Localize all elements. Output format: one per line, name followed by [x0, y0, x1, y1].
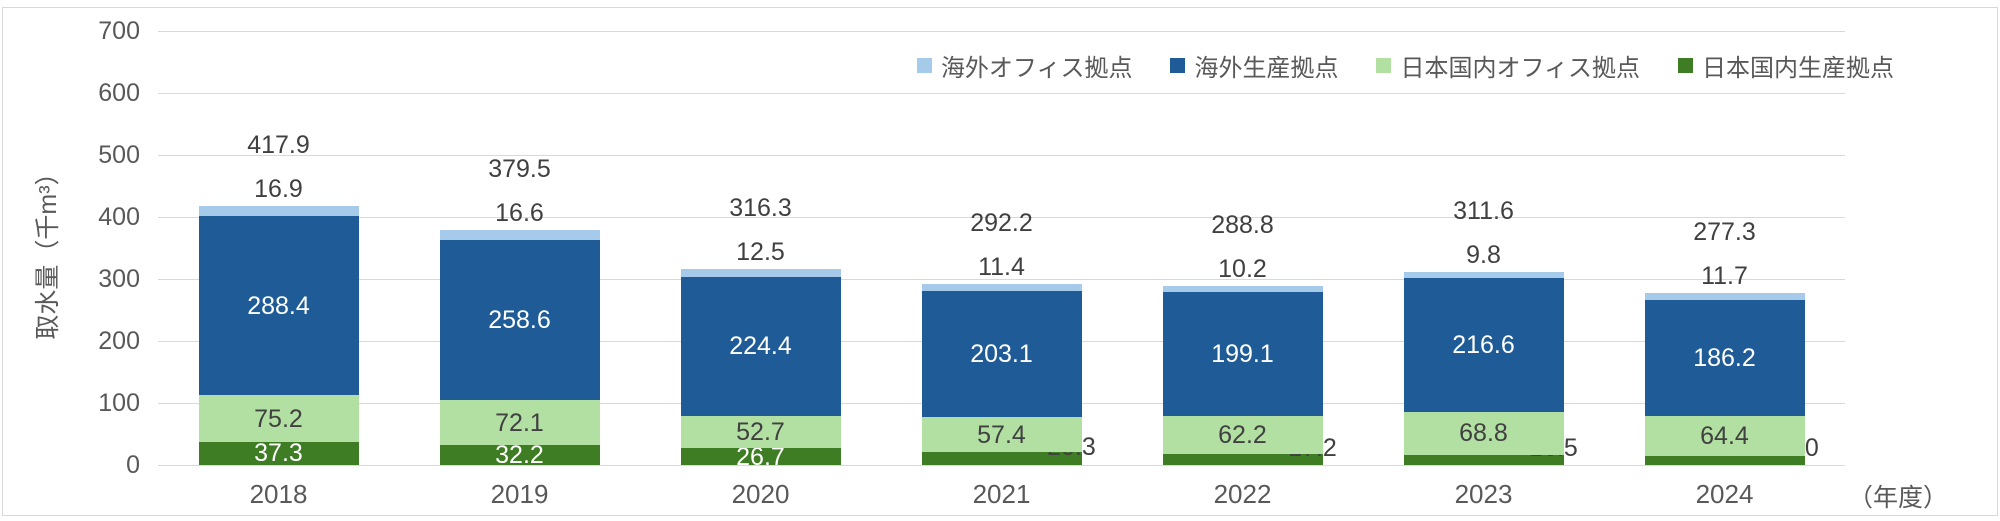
gridline [158, 465, 1845, 466]
gridline [158, 217, 1845, 218]
y-axis-title: 取水量（千m³） [34, 160, 62, 340]
bar-segment-label-domestic-production: 37.3 [254, 439, 303, 468]
y-tick-label: 500 [98, 141, 140, 169]
x-tick-label: 2021 [972, 479, 1031, 509]
bar-segment-label-overseas-production: 224.4 [729, 332, 792, 361]
bar-segment-overseas-office [1162, 286, 1323, 293]
bar-segment-overseas-production [198, 216, 359, 396]
y-tick-label: 400 [98, 203, 140, 231]
gridline [158, 31, 1845, 32]
gridline [158, 279, 1845, 280]
bar-segment-domestic-production [1403, 454, 1564, 465]
x-tick-label: 2018 [249, 479, 308, 509]
legend-swatch-overseas-production [1170, 58, 1186, 73]
bar-segment-overseas-production [680, 276, 841, 416]
bar-total-label: 277.3 [1693, 218, 1756, 247]
bar-total-label: 316.3 [729, 193, 792, 222]
legend-label: 日本国内生産拠点 [1702, 55, 1894, 82]
bar-segment-domestic-production [680, 448, 841, 465]
bar-total-label: 288.8 [1211, 211, 1274, 239]
y-tick-label: 0 [126, 451, 140, 479]
bar-segment-overseas-production [921, 290, 1082, 417]
y-tick-label: 200 [98, 327, 140, 355]
bar-total-label: 311.6 [1453, 196, 1514, 225]
bar-segment-domestic-production [1644, 455, 1805, 465]
bar-segment-domestic-production [439, 445, 600, 465]
bar-segment-overseas-office [1403, 271, 1564, 278]
y-tick-label: 700 [98, 17, 140, 45]
bar-segment-label-overseas-office: 11.7 [1701, 262, 1748, 291]
bar-segment-label-domestic-office: 64.4 [1700, 421, 1749, 450]
bar-total-label: 292.2 [970, 208, 1033, 237]
bar-segment-label-domestic-office: 75.2 [254, 404, 303, 433]
bar-segment-label-overseas-production: 199.1 [1211, 340, 1274, 369]
bar-segment-label-overseas-office: 11.4 [978, 252, 1025, 281]
bar-segment-label-overseas-production: 216.6 [1452, 330, 1515, 359]
bar-segment-domestic-production [921, 452, 1082, 465]
bar-segment-domestic-office [1403, 412, 1564, 455]
bar-segment-domestic-office [680, 415, 841, 449]
y-tick-label: 100 [98, 389, 140, 417]
bar-segment-label-domestic-production: 32.2 [495, 441, 544, 470]
bar-total-label: 379.5 [488, 154, 551, 183]
bar-segment-domestic-office [921, 416, 1082, 453]
legend-label: 日本国内オフィス拠点 [1400, 55, 1640, 82]
x-tick-label: 2019 [490, 479, 549, 509]
x-tick-label: 2020 [731, 479, 790, 509]
legend-swatch-domestic-office [1376, 58, 1392, 73]
bar-segment-domestic-office [1162, 415, 1323, 455]
bar-segment-label-domestic-office: 68.8 [1459, 419, 1508, 448]
gridline [158, 155, 1845, 156]
bar-total-label: 417.9 [247, 130, 310, 159]
bar-segment-overseas-office [1644, 293, 1805, 301]
bar-segment-label-overseas-office: 10.2 [1218, 255, 1267, 283]
bar-segment-overseas-office [680, 268, 841, 277]
bar-segment-overseas-office [198, 205, 359, 217]
x-tick-label: 2022 [1213, 479, 1272, 509]
legend-item-overseas-office: 海外オフィス拠点 [916, 48, 1133, 83]
bar-segment-overseas-office [921, 283, 1082, 291]
legend-swatch-overseas-office [916, 58, 932, 73]
bar-segment-label-domestic-office: 57.4 [977, 420, 1026, 449]
legend-item-domestic-office: 日本国内オフィス拠点 [1376, 48, 1640, 83]
gridline [158, 93, 1845, 94]
bar-segment-overseas-production [1644, 300, 1805, 416]
bar-segment-domestic-production [1162, 454, 1323, 465]
legend: 海外オフィス拠点 海外生産拠点 日本国内オフィス拠点 日本国内生産拠点 [916, 48, 1894, 83]
bar-segment-label-overseas-production: 258.6 [488, 306, 551, 335]
bar-segment-overseas-production [439, 240, 600, 401]
bar-segment-label-overseas-production: 186.2 [1693, 344, 1756, 373]
bar-segment-label-overseas-office: 12.5 [736, 237, 785, 266]
legend-swatch-domestic-production [1678, 58, 1693, 73]
legend-item-overseas-production: 海外生産拠点 [1170, 48, 1338, 83]
legend-label: 海外オフィス拠点 [940, 55, 1133, 82]
y-tick-label: 300 [98, 265, 140, 293]
y-tick-label: 600 [98, 79, 140, 107]
bar-segment-domestic-office [439, 400, 600, 446]
bar-segment-label-domestic-office: 62.2 [1218, 421, 1267, 450]
bar-segment-domestic-office [198, 395, 359, 442]
bar-segment-domestic-production [198, 441, 359, 465]
legend-item-domestic-production: 日本国内生産拠点 [1678, 48, 1894, 83]
bar-segment-overseas-office [439, 229, 600, 240]
bar-segment-domestic-office [1644, 415, 1805, 456]
bar-segment-label-overseas-office: 16.9 [254, 174, 303, 203]
bar-segment-label-overseas-production: 203.1 [970, 339, 1033, 368]
bar-segment-label-overseas-office: 16.6 [495, 198, 544, 227]
bar-segment-overseas-production [1162, 292, 1323, 416]
x-axis-unit-label: （年度） [1848, 484, 1949, 512]
bar-segment-overseas-production [1403, 277, 1564, 413]
bar-segment-label-overseas-production: 288.4 [247, 291, 310, 320]
x-tick-label: 2024 [1695, 479, 1754, 509]
bar-segment-label-domestic-office: 72.1 [495, 408, 544, 437]
bar-segment-label-domestic-office: 52.7 [736, 418, 785, 447]
legend-label: 海外生産拠点 [1194, 55, 1339, 82]
x-tick-label: 2023 [1454, 479, 1513, 509]
bar-segment-label-overseas-office: 9.8 [1466, 240, 1501, 269]
